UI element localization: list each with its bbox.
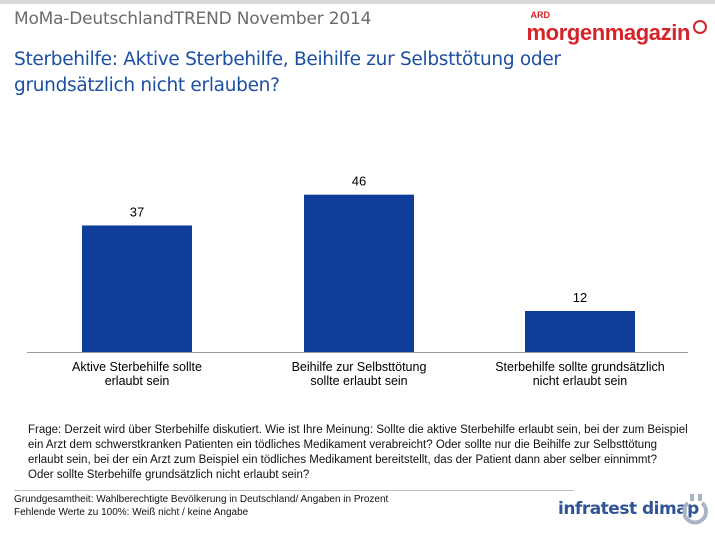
footer-divider <box>14 490 574 491</box>
question-title-line-2: grundsätzlich nicht erlauben? <box>14 75 280 96</box>
category-label: Sterbehilfe sollte grundsätzlich <box>495 360 665 374</box>
survey-title: MoMa-DeutschlandTREND November 2014 <box>14 9 372 29</box>
top-divider <box>0 0 715 4</box>
category-label: nicht erlaubt sein <box>533 374 628 388</box>
brand-circle-icon <box>693 20 707 34</box>
question-title: Sterbehilfe: Aktive Sterbehilfe, Beihilf… <box>14 47 574 99</box>
category-label: sollte erlaubt sein <box>310 374 407 388</box>
bar <box>304 194 414 352</box>
footer-note-population: Grundgesamtheit: Wahlberechtigte Bevölke… <box>14 494 389 505</box>
question-text-line: Frage: Derzeit wird über Sterbehilfe dis… <box>28 424 688 436</box>
footer-notes: Grundgesamtheit: Wahlberechtigte Bevölke… <box>14 493 388 519</box>
bar-value-label: 37 <box>130 204 144 219</box>
footer-note-missing: Fehlende Werte zu 100%: Weiß nicht / kei… <box>14 507 249 518</box>
question-text-line: ein Arzt dem schwerstkranken Patienten e… <box>28 439 657 451</box>
question-text: Frage: Derzeit wird über Sterbehilfe dis… <box>28 423 700 483</box>
ard-label: ARD <box>530 10 551 20</box>
category-label: erlaubt sein <box>105 374 170 388</box>
bar-value-label: 46 <box>352 174 366 189</box>
morgenmagazin-logo: ARD morgenmagazin <box>526 10 707 45</box>
bar <box>525 310 635 352</box>
bar <box>82 225 192 352</box>
category-label: Aktive Sterbehilfe sollte <box>72 360 202 374</box>
brand-name: morgenmagazin <box>526 20 691 45</box>
question-title-line-1: Sterbehilfe: Aktive Sterbehilfe, Beihilf… <box>14 49 561 70</box>
infratest-dimap-logo-icon <box>683 494 708 525</box>
question-text-line: Oder sollte Sterbehilfe grundsätzlich ni… <box>28 469 310 481</box>
category-label: Beihilfe zur Selbsttötung <box>292 360 427 374</box>
institute-name: infratest dimap <box>558 499 699 519</box>
question-text-line: erlaubt sein, bei der ein Arzt zum Beisp… <box>28 454 658 466</box>
bar-value-label: 12 <box>573 290 587 305</box>
